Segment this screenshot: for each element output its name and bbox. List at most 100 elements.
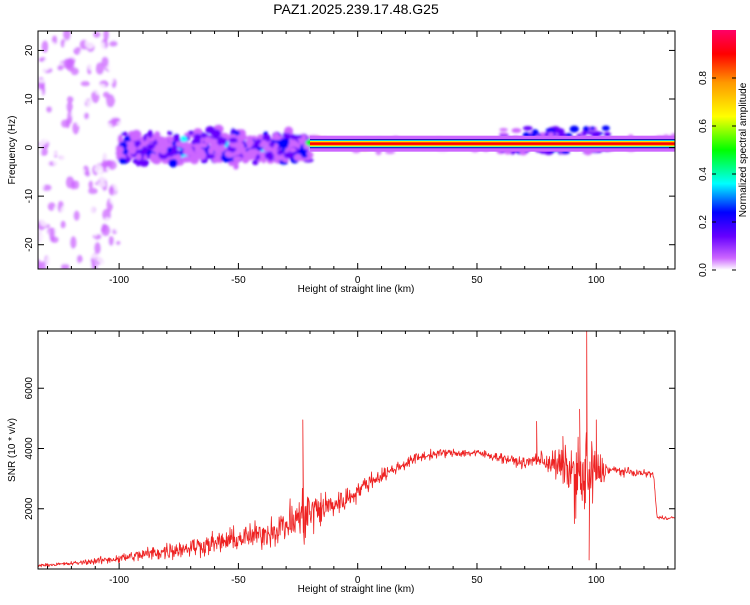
- spectrogram-cell: [70, 196, 79, 204]
- spectrogram-cell: [298, 139, 305, 145]
- spectrogram-cell: [168, 158, 178, 168]
- spectrogram-cell: [70, 67, 79, 76]
- spectrogram-cell: [260, 140, 268, 147]
- spectrogram-cell: [78, 62, 86, 70]
- spectrogram-cell: [212, 87, 217, 96]
- spectrogram-cell: [91, 83, 96, 93]
- spectrogram-cell: [38, 143, 42, 156]
- spectrogram-cell: [211, 101, 219, 107]
- spectrogram-x-tick-label: 100: [588, 275, 605, 286]
- spectrogram-cell: [250, 112, 258, 119]
- spectrogram-cell: [44, 76, 50, 82]
- spectrogram-cell: [95, 62, 105, 75]
- spectrogram-cell: [185, 156, 193, 163]
- spectrogram-cell: [219, 144, 226, 153]
- spectrogram-cell: [112, 45, 120, 53]
- spectrogram-cell: [175, 141, 184, 148]
- spectrogram-cell: [225, 192, 232, 198]
- colorbar-tick-label: 0.0: [698, 263, 709, 277]
- spectrogram-cell: [569, 125, 579, 133]
- spectrogram-cell: [86, 252, 96, 259]
- spectrogram-cell: [182, 100, 189, 108]
- spectrogram-cell: [307, 186, 312, 195]
- spectrogram-cell: [103, 31, 110, 42]
- spectrogram-cell: [203, 93, 207, 101]
- snr-x-tick-label: 0: [355, 575, 361, 586]
- spectrogram-cell: [249, 87, 255, 96]
- spectrogram-cell: [63, 39, 74, 52]
- spectrogram-cell: [280, 114, 285, 119]
- spectrogram-cell: [225, 151, 233, 158]
- spectrogram-cell: [94, 137, 105, 145]
- spectrogram-cell: [245, 189, 252, 197]
- spectrogram-cell: [96, 83, 106, 89]
- spectrogram-cell: [105, 166, 111, 172]
- spectrogram-cell: [291, 142, 298, 147]
- spectrogram-cell: [545, 128, 556, 133]
- spectrogram-cell: [65, 176, 75, 189]
- spectrogram-cell: [244, 126, 248, 130]
- spectrogram-cell: [167, 130, 173, 136]
- spectrogram-cell: [300, 181, 308, 185]
- spectrogram-cell: [96, 48, 102, 57]
- spectrogram-cell: [60, 220, 66, 229]
- spectrogram-y-tick-label: 20: [24, 44, 35, 56]
- spectrogram-cell: [94, 242, 101, 255]
- spectrogram-cell: [270, 175, 278, 183]
- figure-title: PAZ1.2025.239.17.48.G25: [273, 1, 439, 17]
- spectrogram-cell: [129, 144, 137, 155]
- spectrogram-cell: [154, 105, 160, 111]
- spectrogram-cell: [233, 163, 239, 170]
- spectrogram-cell: [211, 129, 222, 138]
- spectrogram-cell: [83, 148, 90, 159]
- spectrogram-cell: [57, 91, 65, 102]
- spectrogram-cell: [100, 41, 105, 53]
- spectrogram-cell: [231, 212, 239, 218]
- spectrogram-cell: [216, 113, 223, 118]
- spectrogram-cell: [262, 146, 273, 152]
- spectrogram-cell: [39, 177, 45, 191]
- spectrogram-cell: [581, 130, 587, 136]
- spectrogram-cell: [283, 152, 295, 159]
- spectrogram-cell: [601, 125, 610, 131]
- spectrogram-cell: [79, 31, 86, 38]
- spectrogram-cell: [112, 90, 121, 98]
- spectrogram-cell: [244, 89, 251, 97]
- spectrogram-cell: [83, 112, 90, 120]
- spectrogram-cell: [52, 161, 58, 166]
- spectrogram-cell: [222, 202, 227, 210]
- snr-background: [38, 331, 675, 569]
- spectrogram-cell: [265, 193, 269, 198]
- spectrogram-cell: [64, 82, 72, 91]
- spectrogram-cell: [280, 195, 287, 200]
- spectrogram-cell: [59, 77, 67, 84]
- spectrogram-cell: [233, 156, 240, 165]
- spectrogram-cell: [289, 147, 297, 153]
- spectrogram-cell: [78, 261, 86, 269]
- spectrogram-cell: [197, 91, 205, 99]
- spectrogram-cell: [142, 96, 147, 106]
- spectrogram-cell: [259, 127, 266, 132]
- spectrogram-cell: [87, 187, 98, 195]
- colorbar-ticks: 0.0 0.2 0.4 0.6 0.8: [698, 71, 736, 277]
- spectrogram-cell: [76, 115, 81, 127]
- spectrogram-cell: [65, 117, 71, 129]
- spectrogram-cell: [304, 201, 308, 209]
- spectrogram-cell: [586, 131, 595, 135]
- spectrogram-cell: [60, 259, 70, 265]
- spectrogram-cell: [179, 176, 184, 181]
- spectrogram-cell: [163, 194, 171, 200]
- colorbar: 0.0 0.2 0.4 0.6 0.8 Normalized spectral ampl…: [698, 30, 749, 277]
- colorbar-tick-label: 0.2: [698, 215, 709, 229]
- spectrogram-cell: [290, 133, 298, 140]
- spectrogram-cell: [287, 200, 292, 210]
- spectrogram-cell: [39, 261, 47, 269]
- spectrogram-cell: [46, 106, 53, 113]
- spectrogram-cell: [293, 183, 298, 192]
- spectrogram-y-tick-label: -20: [24, 237, 35, 252]
- spectrogram-cell: [115, 240, 121, 246]
- spectrogram-cell: [242, 155, 250, 164]
